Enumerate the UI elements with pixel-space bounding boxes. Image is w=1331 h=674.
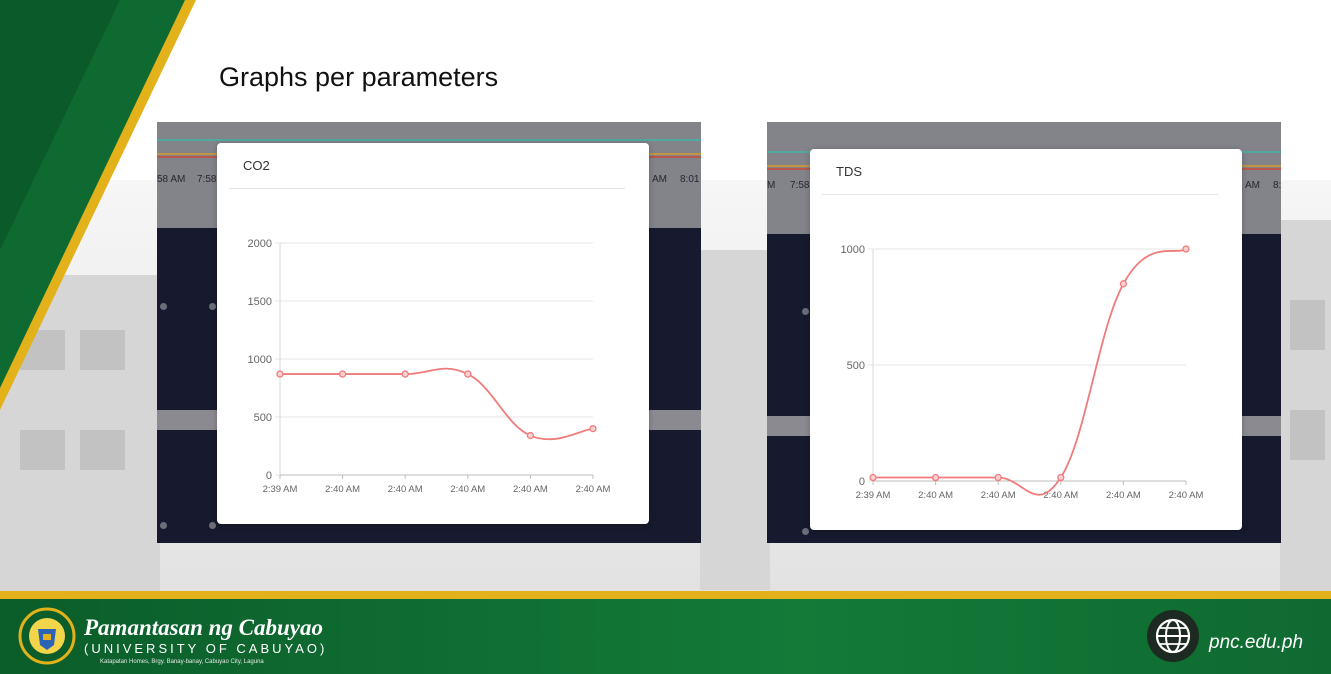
co2-chart-card: CO2 0 500 1000 1500 2000 2:39 AM 2:40 AM 2:40 A… bbox=[217, 143, 649, 524]
data-point bbox=[1057, 473, 1065, 482]
card-divider bbox=[822, 194, 1218, 195]
y-tick-label: 1000 bbox=[841, 244, 865, 256]
x-tick-label: 2:40 AM bbox=[576, 484, 611, 495]
background-tick: AM bbox=[1245, 180, 1260, 191]
data-point bbox=[401, 370, 409, 378]
data-point bbox=[931, 473, 940, 482]
university-name: Pamantasan ng Cabuyao bbox=[84, 615, 323, 640]
tds-chart-card: TDS 0 500 1000 2:39 AM 2:40 AM 2:40 AM 2:40 AM… bbox=[810, 149, 1242, 530]
x-tick-label: 2:40 AM bbox=[1106, 490, 1141, 501]
x-tick-label: 2:40 AM bbox=[1169, 490, 1204, 501]
background-dot bbox=[802, 528, 809, 535]
background-dot bbox=[160, 522, 167, 529]
series-line bbox=[280, 367, 594, 441]
background-tick: 7:58 bbox=[790, 180, 810, 191]
y-tick-label: 1000 bbox=[248, 354, 272, 366]
series-line bbox=[873, 248, 1187, 496]
background-tick: 58 AM bbox=[157, 174, 186, 185]
background-dot bbox=[160, 303, 167, 310]
background-tick: 8:01 bbox=[680, 174, 700, 185]
data-point bbox=[869, 473, 877, 482]
slide-title: Graphs per parameters bbox=[219, 62, 499, 92]
data-point bbox=[464, 370, 472, 378]
y-tick-label: 1500 bbox=[248, 296, 272, 308]
x-tick-label: 2:40 AM bbox=[450, 484, 485, 495]
x-tick-label: 2:39 AM bbox=[856, 490, 891, 501]
data-point bbox=[276, 370, 284, 378]
footer-green-band: Pamantasan ng Cabuyao (UNIVERSITY OF CAB… bbox=[0, 599, 1331, 674]
x-tick-label: 2:40 AM bbox=[1043, 490, 1078, 501]
footer-gold-stripe bbox=[0, 591, 1331, 599]
y-tick-label: 2000 bbox=[248, 238, 272, 250]
y-tick-label: 500 bbox=[254, 412, 272, 424]
data-point bbox=[589, 424, 597, 433]
background-dot bbox=[209, 303, 216, 310]
data-point bbox=[338, 370, 347, 378]
x-tick-label: 2:40 AM bbox=[513, 484, 548, 495]
x-tick-label: 2:40 AM bbox=[918, 490, 953, 501]
background-dot bbox=[209, 522, 216, 529]
x-tick-label: 2:40 AM bbox=[325, 484, 360, 495]
university-address: Katapatan Homes, Brgy. Banay-banay, Cabu… bbox=[100, 659, 264, 665]
co2-line-chart: 0 500 1000 1500 2000 2:39 AM 2:40 AM 2:40 AM 2:4… bbox=[248, 238, 611, 495]
y-tick-label: 0 bbox=[266, 470, 272, 482]
background-tick: 8: bbox=[1273, 180, 1281, 191]
y-tick-label: 0 bbox=[859, 476, 865, 488]
globe-icon bbox=[1147, 610, 1199, 662]
y-tick-label: 500 bbox=[847, 360, 865, 372]
tds-line-chart: 0 500 1000 2:39 AM 2:40 AM 2:40 AM 2:40 AM 2:40… bbox=[841, 244, 1204, 501]
data-point bbox=[526, 431, 535, 440]
data-point bbox=[994, 473, 1002, 482]
background-dot bbox=[802, 308, 809, 315]
chart-title: TDS bbox=[836, 164, 862, 179]
x-tick-label: 2:40 AM bbox=[388, 484, 423, 495]
university-seal-icon bbox=[18, 607, 76, 665]
data-point bbox=[1182, 245, 1190, 253]
university-english-name: (UNIVERSITY OF CABUYAO) bbox=[84, 641, 328, 656]
background-tick: M bbox=[767, 180, 776, 191]
background-tick: AM bbox=[652, 174, 667, 185]
background-tick: 7:58 bbox=[197, 174, 217, 185]
website-link[interactable]: pnc.edu.ph bbox=[1209, 632, 1304, 653]
chart-title: CO2 bbox=[243, 158, 270, 173]
footer-bar: Pamantasan ng Cabuyao (UNIVERSITY OF CAB… bbox=[0, 591, 1331, 674]
data-point bbox=[1119, 280, 1128, 288]
corner-stripe-decoration bbox=[0, 0, 196, 410]
x-tick-label: 2:39 AM bbox=[263, 484, 298, 495]
x-tick-label: 2:40 AM bbox=[981, 490, 1016, 501]
card-divider bbox=[229, 188, 625, 189]
